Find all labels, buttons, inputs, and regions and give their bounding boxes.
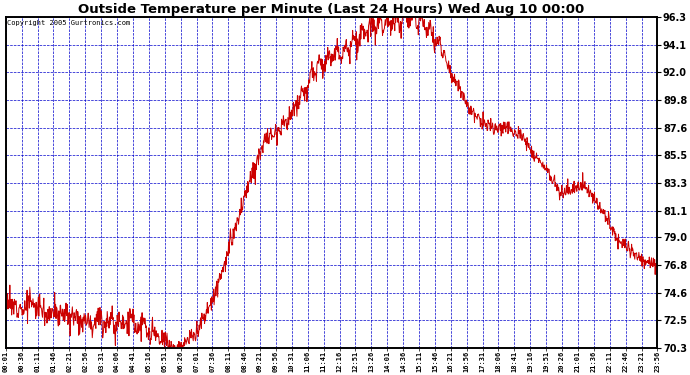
Title: Outside Temperature per Minute (Last 24 Hours) Wed Aug 10 00:00: Outside Temperature per Minute (Last 24 … bbox=[79, 3, 584, 16]
Text: Copyright 2005 Gurtronics.com: Copyright 2005 Gurtronics.com bbox=[7, 20, 130, 26]
